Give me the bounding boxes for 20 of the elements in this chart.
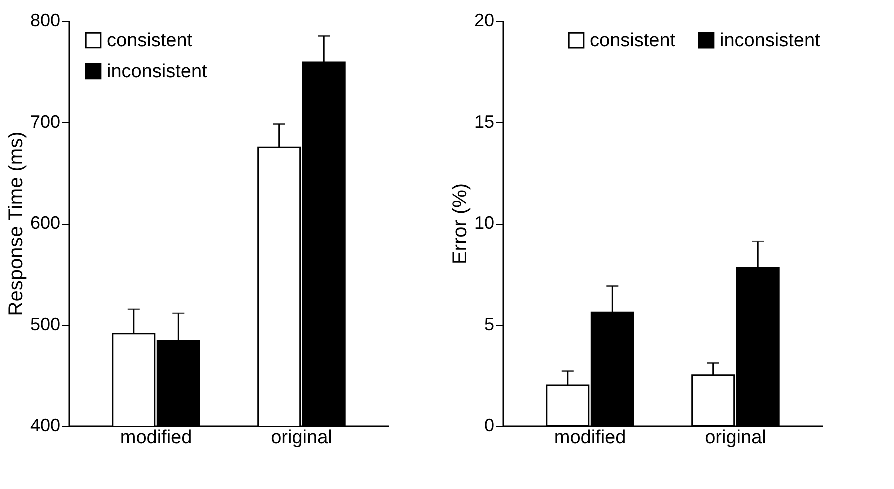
y-tick-label: 800 — [30, 10, 60, 30]
x-tick-label: modified — [120, 428, 192, 448]
x-tick-label: modified — [554, 428, 626, 448]
y-tick-label: 400 — [30, 416, 60, 436]
x-tick-label: original — [271, 428, 332, 448]
legend-label: consistent — [590, 30, 676, 52]
y-tick-label: 20 — [474, 10, 494, 30]
y-tick-label: 500 — [30, 314, 60, 334]
y-tick-label: 700 — [30, 112, 60, 132]
legend-label: inconsistent — [720, 30, 822, 52]
y-tick-label: 600 — [30, 213, 60, 233]
y-axis-title: Response Time (ms) — [5, 132, 28, 316]
x-tick-label: original — [705, 428, 766, 448]
y-tick-label: 15 — [474, 112, 494, 132]
y-tick-label: 0 — [484, 416, 494, 436]
y-axis-title: Error (%) — [449, 183, 472, 265]
legend-label: inconsistent — [107, 62, 208, 82]
y-tick-label: 5 — [484, 314, 494, 334]
y-tick-label: 10 — [474, 213, 494, 233]
legend-label: consistent — [107, 30, 194, 52]
